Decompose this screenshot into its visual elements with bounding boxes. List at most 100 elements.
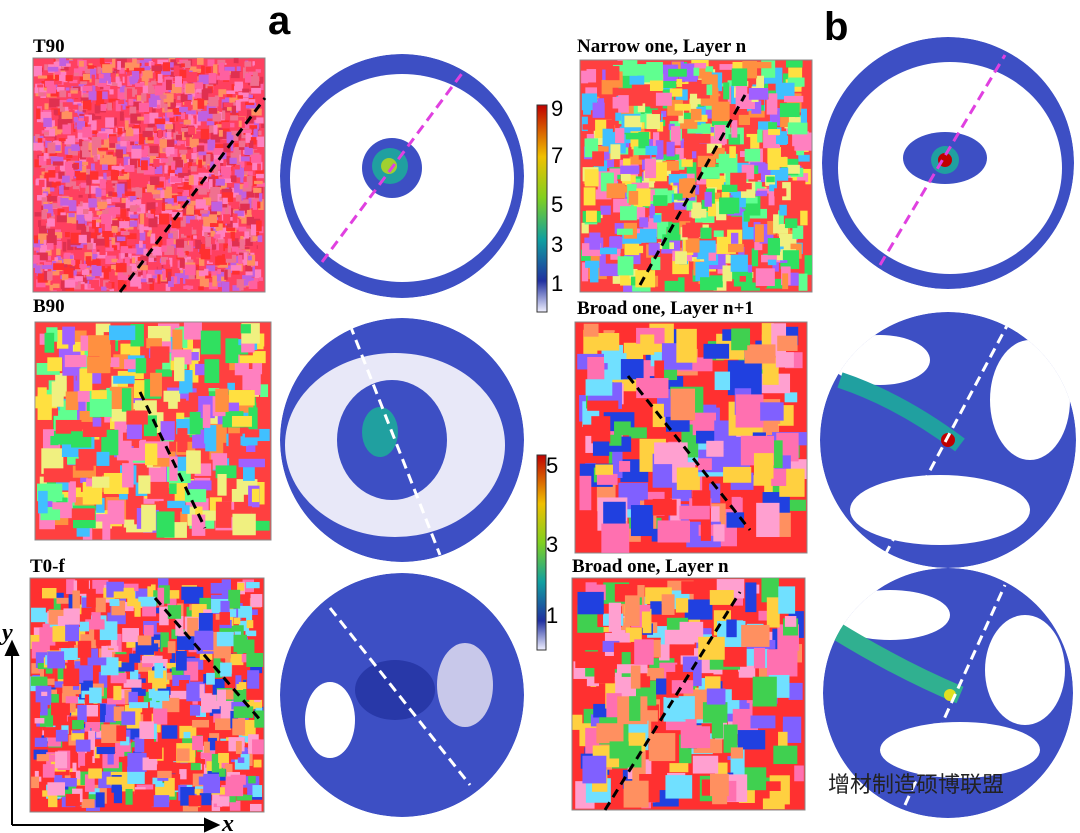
grain	[73, 270, 77, 277]
grain	[246, 216, 254, 226]
grain	[601, 523, 630, 553]
grain	[73, 72, 79, 76]
grain	[56, 248, 61, 256]
grain	[61, 721, 81, 731]
grain	[589, 232, 601, 250]
grain	[148, 60, 153, 68]
grain	[634, 639, 654, 665]
grain	[612, 451, 623, 479]
grain	[592, 151, 605, 167]
grain	[132, 101, 142, 111]
grain	[182, 60, 191, 69]
grain	[768, 93, 778, 112]
grain	[52, 283, 60, 288]
grain	[246, 209, 252, 221]
grain	[581, 70, 589, 84]
grain	[731, 120, 738, 138]
grain	[40, 111, 52, 122]
grain	[83, 73, 94, 81]
grain	[692, 755, 719, 774]
grain	[48, 174, 58, 182]
grain	[208, 108, 218, 114]
grain	[91, 612, 101, 621]
grain	[592, 441, 610, 456]
grain	[230, 265, 242, 271]
grain	[771, 464, 787, 486]
grain	[89, 78, 94, 83]
grain	[704, 191, 712, 207]
grain	[180, 112, 186, 120]
grain	[156, 104, 161, 109]
grain	[41, 265, 53, 270]
grain	[582, 124, 595, 130]
grain	[32, 728, 42, 736]
grain	[47, 218, 55, 227]
grain	[222, 197, 228, 205]
grain	[101, 70, 111, 81]
grain	[180, 277, 184, 287]
grain	[44, 103, 49, 110]
grain	[761, 578, 779, 603]
grain	[89, 279, 100, 289]
grain	[224, 269, 228, 280]
grain	[130, 669, 139, 686]
grain	[122, 154, 129, 158]
grain	[57, 66, 66, 77]
grain	[703, 343, 730, 359]
grain	[34, 737, 48, 747]
grain	[655, 92, 672, 106]
grain	[63, 258, 74, 270]
grain	[75, 458, 94, 471]
grain	[588, 146, 609, 152]
grain	[79, 410, 93, 422]
grain	[61, 725, 69, 735]
grain	[203, 741, 210, 756]
grain	[33, 185, 43, 196]
grain	[149, 145, 159, 154]
grain	[121, 388, 132, 412]
grain	[132, 614, 143, 632]
grain	[714, 371, 731, 391]
grain	[124, 250, 129, 261]
grain	[138, 596, 157, 607]
grain	[127, 447, 149, 461]
grain	[612, 96, 621, 109]
grain	[215, 501, 232, 528]
grain	[53, 156, 64, 162]
grain	[181, 505, 190, 514]
grain	[106, 776, 126, 785]
grain	[31, 776, 39, 789]
grain	[131, 199, 142, 205]
grain	[229, 390, 255, 406]
grain	[187, 94, 193, 100]
grain	[183, 731, 191, 739]
grain	[254, 180, 263, 185]
grain	[44, 128, 56, 137]
grain	[664, 280, 684, 292]
grain	[691, 208, 707, 218]
grain	[95, 792, 105, 808]
grain	[134, 89, 138, 95]
grain	[178, 69, 187, 78]
grain	[723, 724, 738, 753]
grain	[649, 639, 661, 658]
grain	[185, 223, 192, 230]
grain	[223, 172, 231, 181]
grain	[765, 278, 785, 289]
grain	[51, 214, 55, 218]
grain	[148, 686, 155, 699]
grain	[640, 334, 655, 355]
grain	[189, 411, 201, 435]
grain	[31, 607, 46, 623]
grain	[43, 131, 50, 136]
grain	[44, 332, 55, 353]
grain	[585, 260, 600, 268]
grain	[36, 754, 56, 762]
grain	[775, 82, 795, 100]
grain	[130, 101, 135, 110]
grain	[207, 59, 215, 67]
grain	[36, 279, 46, 288]
grain	[63, 668, 80, 687]
grain	[64, 268, 74, 278]
grain	[102, 230, 113, 237]
